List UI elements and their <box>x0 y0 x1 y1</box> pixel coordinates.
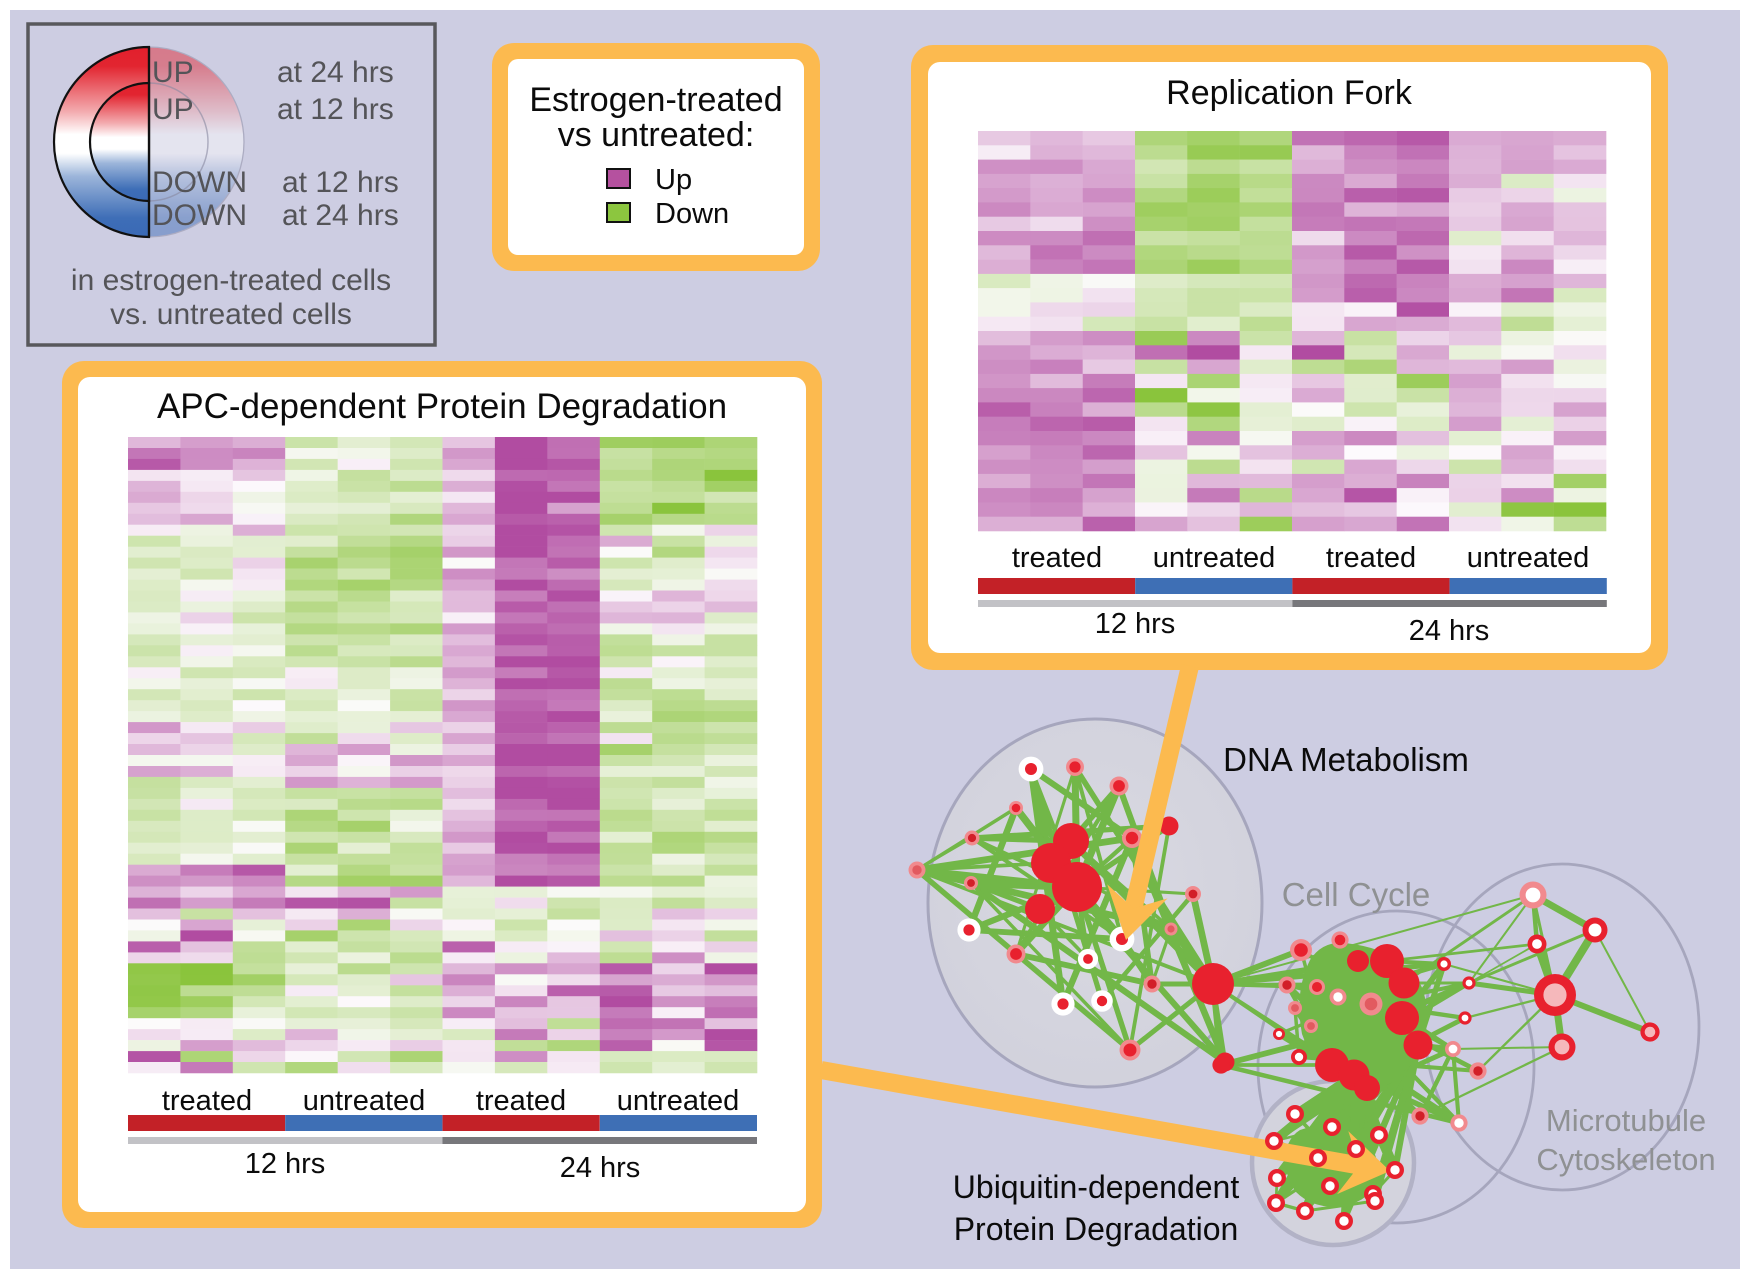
svg-text:vs. untreated cells: vs. untreated cells <box>110 298 352 331</box>
svg-text:Cytoskeleton: Cytoskeleton <box>1536 1142 1715 1177</box>
svg-text:Microtubule: Microtubule <box>1546 1103 1706 1138</box>
svg-text:DOWN: DOWN <box>152 166 247 199</box>
svg-text:UP: UP <box>152 93 194 126</box>
svg-text:treated: treated <box>162 1085 252 1117</box>
svg-text:DOWN: DOWN <box>152 199 247 232</box>
svg-text:treated: treated <box>476 1085 566 1117</box>
svg-text:Down: Down <box>655 198 729 230</box>
svg-text:Up: Up <box>655 164 692 196</box>
svg-text:24 hrs: 24 hrs <box>1409 615 1490 647</box>
svg-text:UP: UP <box>152 56 194 89</box>
svg-text:at 24 hrs: at 24 hrs <box>277 56 394 89</box>
svg-text:12 hrs: 12 hrs <box>245 1148 326 1180</box>
svg-text:Cell Cycle: Cell Cycle <box>1282 876 1431 913</box>
svg-text:untreated: untreated <box>1467 542 1590 574</box>
svg-text:Estrogen-treated: Estrogen-treated <box>529 81 782 119</box>
svg-text:at 24 hrs: at 24 hrs <box>282 199 399 232</box>
svg-text:treated: treated <box>1012 542 1102 574</box>
svg-text:untreated: untreated <box>617 1085 740 1117</box>
svg-text:Replication Fork: Replication Fork <box>1166 74 1413 112</box>
svg-text:APC-dependent Protein Degradat: APC-dependent Protein Degradation <box>157 387 727 426</box>
svg-text:at 12 hrs: at 12 hrs <box>282 166 399 199</box>
svg-text:in estrogen-treated cells: in estrogen-treated cells <box>71 264 391 297</box>
svg-text:at 12 hrs: at 12 hrs <box>277 93 394 126</box>
svg-text:Protein Degradation: Protein Degradation <box>954 1211 1239 1247</box>
svg-text:treated: treated <box>1326 542 1416 574</box>
svg-text:Ubiquitin-dependent: Ubiquitin-dependent <box>953 1169 1240 1205</box>
svg-text:vs untreated:: vs untreated: <box>558 116 755 154</box>
svg-text:24 hrs: 24 hrs <box>560 1152 641 1184</box>
svg-text:untreated: untreated <box>1153 542 1276 574</box>
svg-text:12 hrs: 12 hrs <box>1095 608 1176 640</box>
svg-text:DNA Metabolism: DNA Metabolism <box>1223 741 1469 778</box>
svg-text:untreated: untreated <box>303 1085 426 1117</box>
